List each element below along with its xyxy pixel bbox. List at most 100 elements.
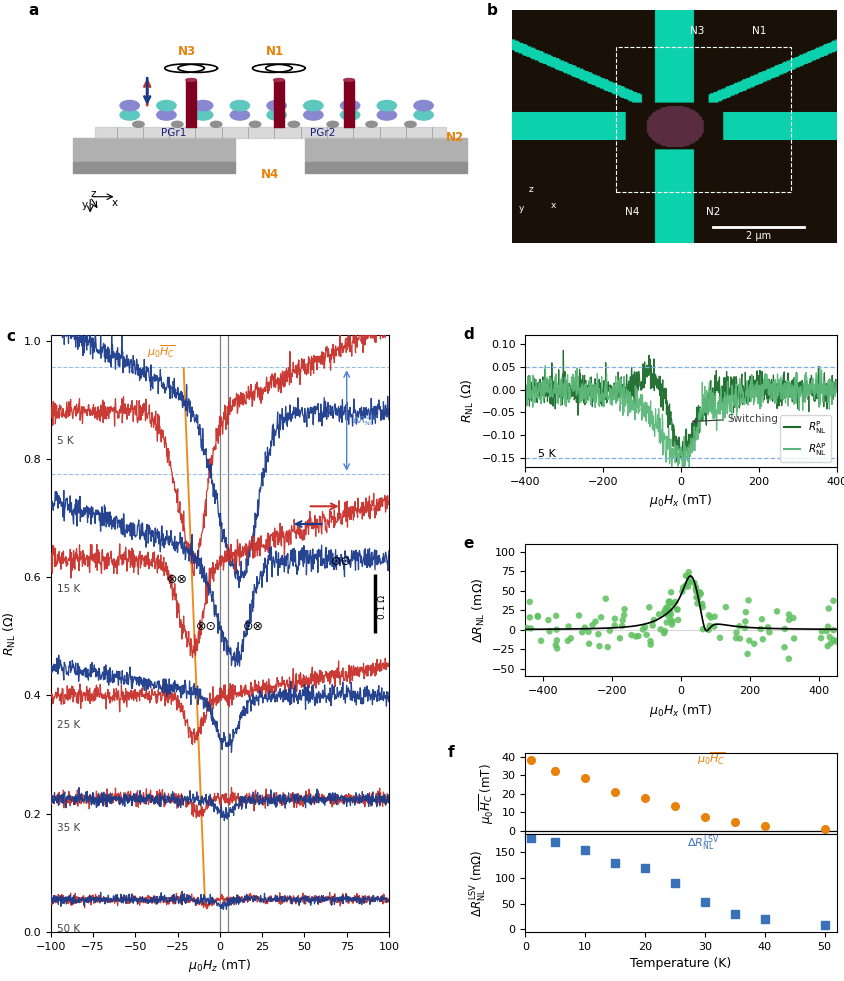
Point <box>777 621 791 637</box>
Text: 5 K: 5 K <box>57 437 74 446</box>
Polygon shape <box>305 138 467 162</box>
Point <box>662 594 675 609</box>
Circle shape <box>267 110 286 120</box>
Text: e: e <box>463 536 473 551</box>
Text: N4: N4 <box>625 207 639 218</box>
Point <box>680 579 694 594</box>
Point <box>585 617 598 633</box>
Point <box>607 617 620 633</box>
Point <box>701 622 715 638</box>
Text: 25 K: 25 K <box>57 720 81 730</box>
Point <box>742 633 755 648</box>
Point <box>822 629 836 645</box>
Text: 5 K: 5 K <box>537 448 555 458</box>
Point <box>593 609 607 625</box>
Text: $\Delta R^{\mathrm{LSV}}_{\mathrm{NL}}$: $\Delta R^{\mathrm{LSV}}_{\mathrm{NL}}$ <box>351 413 378 428</box>
Point <box>675 580 689 595</box>
Point <box>645 618 658 634</box>
Point <box>776 640 790 655</box>
Text: f: f <box>447 746 453 760</box>
Point <box>762 625 776 641</box>
Point <box>577 620 591 636</box>
Legend: $R_{\mathrm{NL}}^{\mathrm{P}}$, $R_{\mathrm{NL}}^{\mathrm{AP}}$: $R_{\mathrm{NL}}^{\mathrm{P}}$, $R_{\mat… <box>779 415 830 462</box>
Point <box>820 619 834 635</box>
Text: N3: N3 <box>178 45 196 59</box>
Point <box>663 606 677 622</box>
Circle shape <box>193 100 213 111</box>
Point <box>647 612 660 628</box>
Point <box>819 623 832 639</box>
Circle shape <box>414 100 433 111</box>
Point <box>825 593 839 608</box>
Text: z: z <box>90 188 95 199</box>
Point <box>560 633 574 648</box>
Point <box>681 574 695 590</box>
Point <box>541 612 555 628</box>
Point <box>660 599 674 615</box>
Point <box>639 627 652 643</box>
Text: N3: N3 <box>689 26 703 36</box>
Text: ⊗⊙: ⊗⊙ <box>196 620 217 634</box>
Circle shape <box>288 122 300 128</box>
Point <box>732 618 745 634</box>
Point <box>679 568 692 584</box>
Circle shape <box>365 122 376 128</box>
Point <box>533 633 547 648</box>
Circle shape <box>376 100 396 111</box>
X-axis label: Temperature (K): Temperature (K) <box>630 957 731 970</box>
Point <box>657 626 670 642</box>
Point <box>826 632 840 647</box>
Point <box>624 627 637 643</box>
Polygon shape <box>95 127 445 138</box>
Point <box>701 607 715 623</box>
Point <box>814 623 828 639</box>
Circle shape <box>303 100 322 111</box>
Point <box>671 612 684 628</box>
Circle shape <box>376 110 396 120</box>
Point <box>668 594 681 610</box>
Point <box>690 595 703 611</box>
Point <box>755 632 769 647</box>
Circle shape <box>193 110 213 120</box>
Point <box>613 631 626 646</box>
Text: $\mu_0\overline{H_C}$: $\mu_0\overline{H_C}$ <box>147 342 176 359</box>
Point <box>614 618 628 634</box>
Point <box>706 619 720 635</box>
Text: y: y <box>81 200 88 210</box>
Point <box>665 614 679 630</box>
Text: x: x <box>550 201 556 210</box>
Point <box>663 585 677 600</box>
Point <box>782 612 795 628</box>
Point <box>629 629 642 645</box>
Point <box>782 606 795 622</box>
Ellipse shape <box>344 78 354 81</box>
Text: b: b <box>486 3 496 18</box>
Text: a: a <box>29 3 39 18</box>
Point <box>603 623 616 639</box>
Point <box>747 636 760 651</box>
Point <box>669 601 683 617</box>
Circle shape <box>157 110 176 120</box>
Point <box>663 595 676 611</box>
Point <box>522 609 536 625</box>
Point <box>675 584 689 599</box>
Text: ⊗⊗: ⊗⊗ <box>167 573 188 586</box>
Point <box>637 619 651 635</box>
Point <box>658 601 672 617</box>
Circle shape <box>120 110 139 120</box>
Point <box>665 595 679 611</box>
Point <box>657 605 671 621</box>
Point <box>741 593 755 608</box>
Circle shape <box>120 100 139 111</box>
Point <box>729 625 743 641</box>
Point <box>728 630 742 645</box>
Text: y: y <box>518 204 523 213</box>
Point <box>582 636 595 651</box>
Text: $\Delta R_{\mathrm{NL}}^{\mathrm{LSV}}$: $\Delta R_{\mathrm{NL}}^{\mathrm{LSV}}$ <box>686 833 719 852</box>
Point <box>670 601 684 617</box>
Text: 50 K: 50 K <box>57 924 80 934</box>
Circle shape <box>267 100 286 111</box>
Text: 0.1 Ω: 0.1 Ω <box>377 594 387 619</box>
Text: N1: N1 <box>265 45 284 59</box>
Text: Switching: Switching <box>692 414 777 424</box>
